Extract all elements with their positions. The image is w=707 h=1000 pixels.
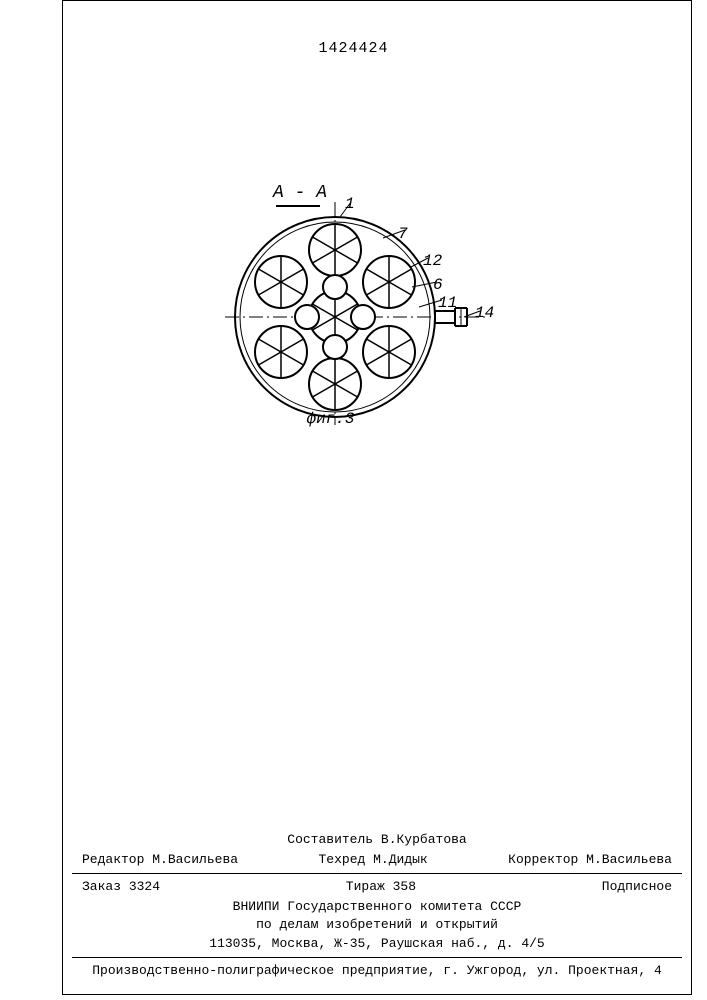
figure-3-diagram	[185, 200, 495, 440]
order-no: 3324	[129, 879, 160, 894]
printer-line: Производственно-полиграфическое предприя…	[62, 962, 692, 980]
divider-1	[72, 873, 682, 874]
tirazh-no: 358	[393, 879, 416, 894]
org-line2: по делам изобретений и открытий	[62, 916, 692, 934]
corrector-name: М.Васильева	[586, 852, 672, 867]
patent-page: 1424424 A - A 1 7 12 6 11 14 фиг.3 Соста…	[0, 0, 707, 1000]
tirazh-cell: Тираж 358	[346, 878, 416, 896]
org-line1: ВНИИПИ Государственного комитета СССР	[62, 898, 692, 916]
compiler-label: Составитель	[287, 832, 373, 847]
compiler-name: В.Курбатова	[381, 832, 467, 847]
order-label: Заказ	[82, 879, 121, 894]
order-cell: Заказ 3324	[82, 878, 160, 896]
techred-name: М.Дидык	[373, 852, 428, 867]
patent-number: 1424424	[0, 40, 707, 57]
figure-caption: фиг.3	[0, 410, 684, 428]
org-line3: 113035, Москва, Ж-35, Раушская наб., д. …	[62, 935, 692, 953]
editor-label: Редактор	[82, 852, 144, 867]
divider-2	[72, 957, 682, 958]
credits-row: Редактор М.Васильева Техред М.Дидык Корр…	[62, 851, 692, 869]
editor-cell: Редактор М.Васильева	[82, 851, 238, 869]
techred-cell: Техред М.Дидык	[318, 851, 427, 869]
corrector-cell: Корректор М.Васильева	[508, 851, 672, 869]
techred-label: Техред	[318, 852, 365, 867]
footer-block: Составитель В.Курбатова Редактор М.Васил…	[62, 831, 692, 980]
podpisnoe: Подписное	[602, 878, 672, 896]
diagram-svg	[185, 200, 495, 440]
print-info-row: Заказ 3324 Тираж 358 Подписное	[62, 878, 692, 896]
compiler-line: Составитель В.Курбатова	[62, 831, 692, 849]
tirazh-label: Тираж	[346, 879, 385, 894]
editor-name: М.Васильева	[152, 852, 238, 867]
corrector-label: Корректор	[508, 852, 578, 867]
